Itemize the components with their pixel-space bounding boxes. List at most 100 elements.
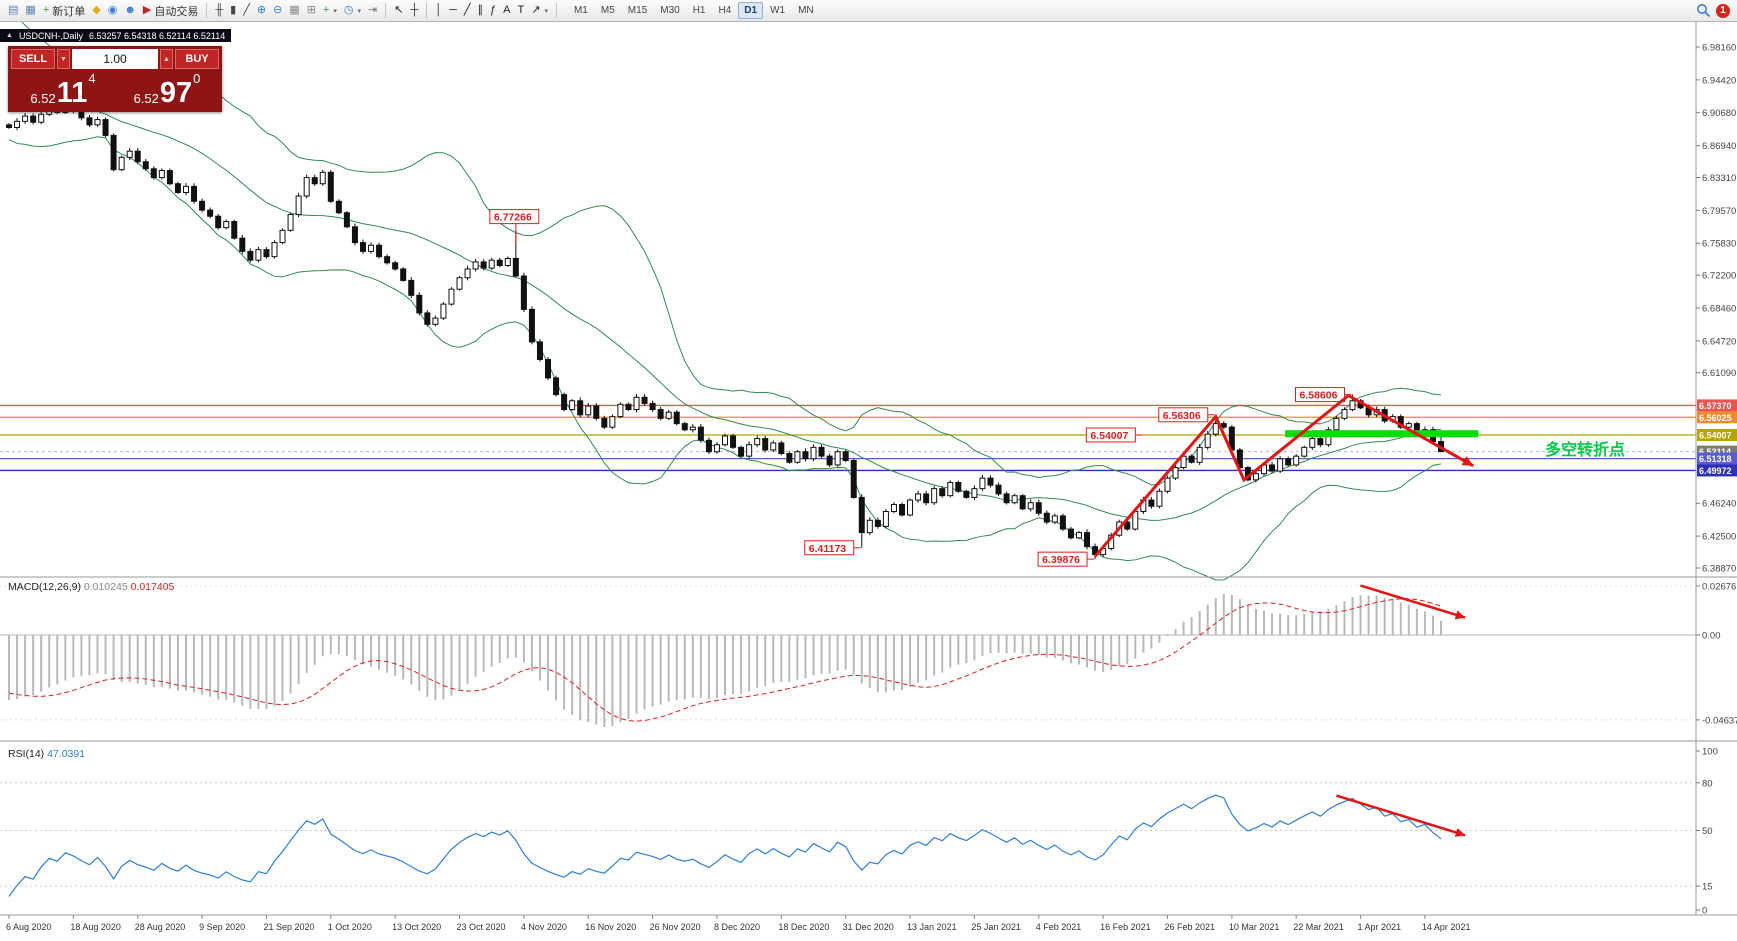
vertical-line-icon[interactable]: │ <box>432 2 445 20</box>
macd-down-arrow[interactable] <box>1360 584 1466 620</box>
svg-text:6.68460: 6.68460 <box>1702 303 1736 314</box>
timeframe-h1[interactable]: H1 <box>692 5 706 16</box>
chevron-down-icon: ▾ <box>333 7 337 15</box>
timeframe-d1[interactable]: D1 <box>738 2 764 19</box>
svg-text:13 Jan 2021: 13 Jan 2021 <box>907 922 957 932</box>
fibonacci-icon[interactable]: ƒ <box>487 2 499 20</box>
trade-panel-controls: SELL ▼ 1.00 ▲ BUY <box>11 49 219 69</box>
price-axis[interactable]: 6.98160 6.94420 6.90680 6.86940 6.83310 6.795… <box>1696 43 1737 575</box>
channel-icon-glyph: ∥ <box>477 4 484 16</box>
svg-text:RSI(14) 47.0391: RSI(14) 47.0391 <box>8 748 85 760</box>
chart-window-icon[interactable]: ▤ <box>5 2 21 20</box>
tile-windows-icon[interactable]: ▦ <box>286 2 302 20</box>
new-order-label: 新订单 <box>52 5 86 18</box>
cursor-icon[interactable]: ↖ <box>391 2 406 20</box>
ask-price-pips: 97 <box>159 77 193 109</box>
svg-text:18 Dec 2020: 18 Dec 2020 <box>778 922 829 932</box>
svg-text:1 Oct 2020: 1 Oct 2020 <box>328 922 372 932</box>
collapse-icon[interactable]: ▲ <box>6 32 13 39</box>
crosshair-icon[interactable]: ┼ <box>407 2 421 20</box>
trend-annotation[interactable] <box>1093 394 1474 558</box>
rsi-label: RSI(14) 47.0391 <box>8 748 85 760</box>
label-tool-icon[interactable]: T <box>515 2 528 20</box>
market-icon[interactable]: ◉ <box>105 2 121 20</box>
trendline-icon-glyph: ╱ <box>463 4 471 16</box>
horizontal-line-icon[interactable]: ─ <box>446 2 460 20</box>
period-clock-button[interactable]: ◷ ▾ <box>341 2 364 20</box>
volume-input[interactable]: 1.00 <box>72 49 158 69</box>
toolbar-right-group: 1 <box>1696 3 1732 18</box>
data-window-icon-glyph: ▦ <box>25 4 36 16</box>
market-icon-glyph: ◉ <box>107 4 118 16</box>
toolbar-separator <box>426 3 428 18</box>
macd-axis: 0.02676 0.00 -0.046374 <box>1696 582 1737 726</box>
svg-text:14 Apr 2021: 14 Apr 2021 <box>1422 922 1471 932</box>
svg-text:16 Nov 2020: 16 Nov 2020 <box>585 922 636 932</box>
candlestick-series <box>6 103 1445 560</box>
timeframe-m1[interactable]: M1 <box>573 5 588 16</box>
rsi-down-arrow[interactable] <box>1336 794 1466 837</box>
funds-icon-glyph: ◆ <box>92 4 101 16</box>
timeframe-m30[interactable]: M30 <box>660 5 680 16</box>
chart-canvas[interactable]: 6.77266 6.56306 6.58606 6.54007 6.41173 6.398… <box>0 22 1737 941</box>
rsi-axis: 100 80 50 15 0 <box>1696 747 1718 917</box>
price-annotation-labels[interactable]: 6.77266 6.56306 6.58606 6.54007 6.41173 6.398… <box>489 209 1352 567</box>
svg-text:6.54007: 6.54007 <box>1699 430 1732 440</box>
svg-text:6.79570: 6.79570 <box>1702 206 1736 217</box>
data-window-icon[interactable]: ▦ <box>22 2 38 20</box>
svg-text:6.56025: 6.56025 <box>1699 413 1732 423</box>
svg-text:6.58606: 6.58606 <box>1300 390 1338 402</box>
timeframe-mn[interactable]: MN <box>798 5 814 16</box>
svg-text:4 Nov 2020: 4 Nov 2020 <box>521 922 567 932</box>
trendline-icon[interactable]: ╱ <box>461 2 474 20</box>
community-icon-glyph: ☻ <box>124 4 136 16</box>
svg-text:6.94420: 6.94420 <box>1702 75 1736 86</box>
auto-arrange-icon[interactable]: ⊞ <box>304 2 319 20</box>
bar-chart-icon[interactable]: ╫ <box>212 2 226 20</box>
zoom-in-icon-glyph: ⊕ <box>256 4 267 16</box>
zoom-in-icon[interactable]: ⊕ <box>254 2 269 20</box>
candle-chart-icon[interactable]: ▮ <box>227 2 239 20</box>
svg-text:6.61090: 6.61090 <box>1702 368 1736 379</box>
toolbar-separator <box>206 3 208 18</box>
arrows-tool-icon-glyph: ↗ <box>531 4 541 16</box>
text-tool-icon[interactable]: A <box>500 2 513 20</box>
buy-button[interactable]: BUY <box>175 49 219 69</box>
ask-price[interactable]: 6.52 97 0 <box>115 71 219 109</box>
notification-badge[interactable]: 1 <box>1716 3 1730 18</box>
community-icon[interactable]: ☻ <box>121 2 139 20</box>
timeframe-w1[interactable]: W1 <box>770 5 786 16</box>
timeframe-m15[interactable]: M15 <box>627 5 648 16</box>
svg-text:-0.046374: -0.046374 <box>1702 715 1737 726</box>
candle-chart-icon-glyph: ▮ <box>230 4 237 16</box>
indicators-icon: + <box>322 4 330 16</box>
timeframe-h4[interactable]: H4 <box>718 5 732 16</box>
panel-frame <box>0 22 1737 916</box>
svg-text:6.72200: 6.72200 <box>1702 271 1736 282</box>
zoom-out-icon[interactable]: ⊖ <box>270 2 285 20</box>
svg-text:22 Mar 2021: 22 Mar 2021 <box>1293 922 1344 932</box>
sell-button[interactable]: SELL <box>11 49 55 69</box>
date-axis[interactable]: 6 Aug 2020 18 Aug 2020 28 Aug 2020 9 Sep 20… <box>6 915 1470 932</box>
arrows-tool-icon[interactable]: ↗ ▾ <box>528 2 551 20</box>
channel-icon[interactable]: ∥ <box>475 2 487 20</box>
line-chart-icon[interactable]: ╱ <box>240 2 253 20</box>
search-icon[interactable] <box>1696 3 1711 18</box>
ask-price-base: 6.52 <box>133 90 159 106</box>
svg-text:10 Mar 2021: 10 Mar 2021 <box>1229 922 1280 932</box>
timeframe-m5[interactable]: M5 <box>600 5 615 16</box>
bid-price[interactable]: 6.52 11 4 <box>11 71 115 109</box>
indicators-button[interactable]: + ▾ <box>320 2 340 20</box>
period-clock-icon: ◷ <box>343 4 354 16</box>
ask-price-point: 0 <box>193 71 201 86</box>
cursor-icon-glyph: ↖ <box>394 4 404 16</box>
toolbar: ▤ ▦ + 新订单 ◆ ◉ ☻ ▶ 自动交易 ╫ ▮ ╱ ⊕ ⊖ ▦ ⊞ + ▾ ◷ ▾ ⇥ ↖ ┼ │ ─ ╱ ∥ ƒ A T ↗ ▾ M1… <box>0 0 1737 22</box>
funds-icon[interactable]: ◆ <box>89 2 103 20</box>
svg-text:6.54007: 6.54007 <box>1090 430 1128 442</box>
new-order-button[interactable]: + 新订单 <box>40 2 88 20</box>
chart-shift-icon[interactable]: ⇥ <box>365 2 380 20</box>
autotrade-button[interactable]: ▶ 自动交易 <box>140 2 201 20</box>
support-zone-highlight[interactable] <box>1285 430 1479 438</box>
volume-up-stepper[interactable]: ▲ <box>160 49 173 69</box>
volume-down-stepper[interactable]: ▼ <box>57 49 70 69</box>
